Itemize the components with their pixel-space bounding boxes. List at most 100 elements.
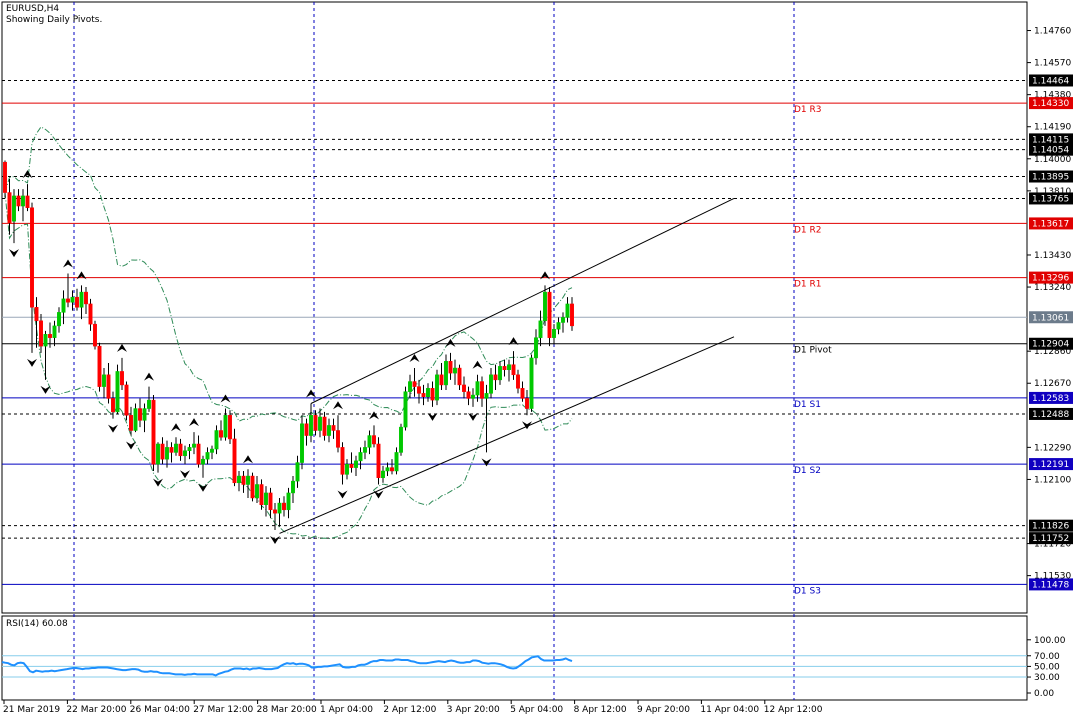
candle-body — [7, 192, 12, 224]
candle — [349, 452, 354, 473]
candle-body — [147, 399, 151, 409]
pivot-tag: 1.13617 — [1032, 219, 1069, 229]
fractal-down-arrow — [373, 490, 384, 499]
candle-body — [196, 443, 201, 465]
pivot-label: D1 S3 — [794, 586, 821, 596]
candle-body — [354, 460, 358, 468]
candle — [561, 312, 565, 333]
x-tick-label: 21 Mar 2019 — [3, 705, 60, 715]
level-tag-bg — [1029, 519, 1073, 532]
candle-body — [367, 435, 372, 448]
pivot-tag: 1.13296 — [1032, 274, 1069, 284]
candle-body — [331, 425, 336, 431]
candle — [498, 361, 502, 385]
fractal-down-arrow — [40, 385, 51, 394]
candle-body — [525, 398, 529, 409]
candle-body — [376, 443, 381, 478]
candle-body — [426, 388, 430, 397]
fractal-down-arrow — [180, 470, 190, 479]
candle-body — [192, 443, 196, 448]
candle — [520, 381, 525, 402]
rsi-tick-label: 100.00 — [1034, 636, 1066, 646]
candle-body — [214, 430, 219, 450]
candle — [196, 435, 201, 468]
candle-body — [403, 391, 408, 428]
fractal-down-arrow — [153, 478, 163, 487]
candle — [480, 376, 484, 407]
candle — [471, 388, 475, 407]
candle-body — [435, 374, 439, 401]
candle-body — [61, 298, 66, 313]
current-price-tag-bg — [1029, 311, 1073, 324]
candle-body — [268, 492, 273, 511]
candle — [34, 297, 39, 348]
candle-body — [511, 364, 516, 376]
candle-body — [34, 307, 39, 322]
candle — [192, 432, 196, 455]
candle — [448, 352, 453, 380]
candle — [106, 362, 111, 404]
level-tag-bg — [1029, 407, 1073, 420]
candle — [223, 408, 228, 441]
rsi-line — [1, 655, 573, 677]
channel-lower-line — [279, 336, 735, 534]
candle — [453, 359, 457, 385]
candle-body — [273, 509, 277, 514]
candle-body — [498, 366, 502, 381]
pivot-tag: 1.14330 — [1032, 99, 1069, 109]
candle-body — [529, 357, 534, 409]
candle — [237, 470, 241, 492]
candle-body — [390, 467, 394, 472]
candle-body — [3, 161, 7, 193]
candle — [390, 459, 394, 475]
fractal-up-arrow — [445, 338, 456, 347]
candle-body — [219, 430, 223, 438]
candle-body — [30, 207, 34, 308]
candle — [457, 364, 462, 390]
candle — [210, 445, 214, 460]
candle-body — [417, 386, 421, 394]
level-tag: 1.13765 — [1032, 194, 1069, 204]
fractal-down-arrow — [108, 424, 118, 433]
pivot-label: D1 S2 — [794, 466, 821, 476]
candle — [570, 297, 574, 331]
candle-body — [156, 443, 160, 465]
x-tick-label: 27 Mar 12:00 — [193, 705, 253, 715]
candle-body — [43, 334, 48, 347]
candle — [331, 418, 336, 439]
candle-body — [322, 416, 327, 436]
candle-body — [304, 423, 309, 436]
candle — [417, 379, 421, 404]
candle — [115, 364, 120, 414]
candle — [16, 189, 21, 212]
candle-body — [534, 337, 538, 359]
fractal-down-arrow — [9, 249, 19, 258]
candle-body — [12, 195, 16, 222]
candle-body — [336, 430, 340, 448]
candle — [484, 384, 489, 453]
candle-body — [142, 408, 147, 421]
candle — [57, 307, 61, 333]
candle — [336, 415, 340, 453]
candle-body — [232, 438, 237, 484]
fractal-up-arrow — [333, 401, 343, 410]
candle-body — [25, 195, 30, 208]
candle — [309, 403, 313, 443]
chart-title: EURUSD,H4 — [6, 4, 60, 14]
x-tick-label: 28 Mar 20:00 — [257, 705, 317, 715]
y-tick-label: 1.12670 — [1034, 379, 1071, 389]
candle-body — [493, 374, 498, 381]
pivot-tag: 1.12583 — [1032, 394, 1069, 404]
pivot-tag-bg — [1029, 458, 1073, 471]
candle-body — [412, 381, 417, 387]
candle-body — [340, 447, 345, 475]
candle — [264, 486, 268, 517]
candle — [282, 496, 286, 517]
candle-body — [250, 475, 255, 499]
candle-body — [39, 320, 43, 347]
candle — [489, 368, 493, 399]
candle — [354, 455, 358, 477]
candle — [547, 287, 552, 347]
candle — [214, 425, 219, 455]
candle-body — [106, 374, 111, 399]
